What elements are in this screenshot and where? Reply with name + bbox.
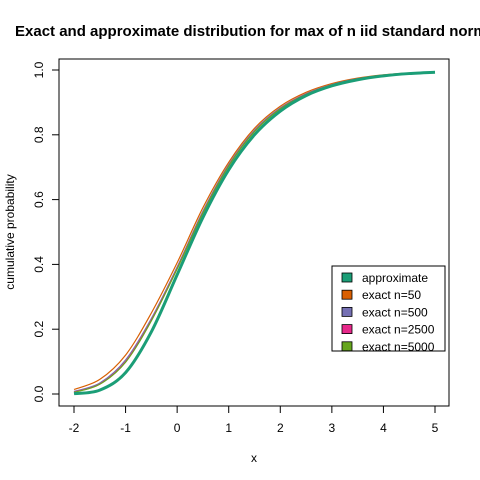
legend-swatch <box>341 324 353 335</box>
x-tick-label: 4 <box>380 421 387 435</box>
x-axis: -2 -1 0 1 2 3 4 5 <box>69 405 439 435</box>
x-tick-label: 5 <box>432 421 439 435</box>
legend-label: approximate <box>362 271 428 285</box>
y-tick-label: 0.4 <box>32 256 46 273</box>
x-tick-label: 3 <box>329 421 336 435</box>
legend-label: exact n=5000 <box>362 340 435 354</box>
y-axis: 0.0 0.2 0.4 0.6 0.8 1.0 <box>32 61 60 402</box>
y-tick-label: 0.2 <box>32 321 46 338</box>
x-tick-label: -2 <box>69 421 80 435</box>
chart-title: Exact and approximate distribution for m… <box>15 23 480 40</box>
legend-swatch <box>341 341 353 352</box>
x-axis-label: x <box>251 451 257 465</box>
legend-swatch <box>341 289 353 300</box>
legend-swatch <box>341 272 353 283</box>
legend-swatch <box>341 306 353 317</box>
legend-label: exact n=500 <box>362 305 428 319</box>
legend: approximate exact n=50 exact n=500 exact n=… <box>331 265 446 354</box>
plot-frame <box>58 58 450 407</box>
x-tick-label: 2 <box>277 421 284 435</box>
y-tick-label: 0.0 <box>32 385 46 402</box>
legend-label: exact n=2500 <box>362 323 435 337</box>
y-tick-label: 0.6 <box>32 191 46 208</box>
series-lines <box>73 70 436 396</box>
y-tick-label: 0.8 <box>32 126 46 143</box>
y-axis-label: cumulative probability <box>3 174 17 289</box>
x-tick-label: -1 <box>120 421 131 435</box>
y-tick-label: 1.0 <box>32 61 46 78</box>
x-tick-label: 1 <box>225 421 232 435</box>
series-line-approximate <box>73 70 436 396</box>
x-tick-label: 0 <box>174 421 181 435</box>
legend-label: exact n=50 <box>362 288 421 302</box>
